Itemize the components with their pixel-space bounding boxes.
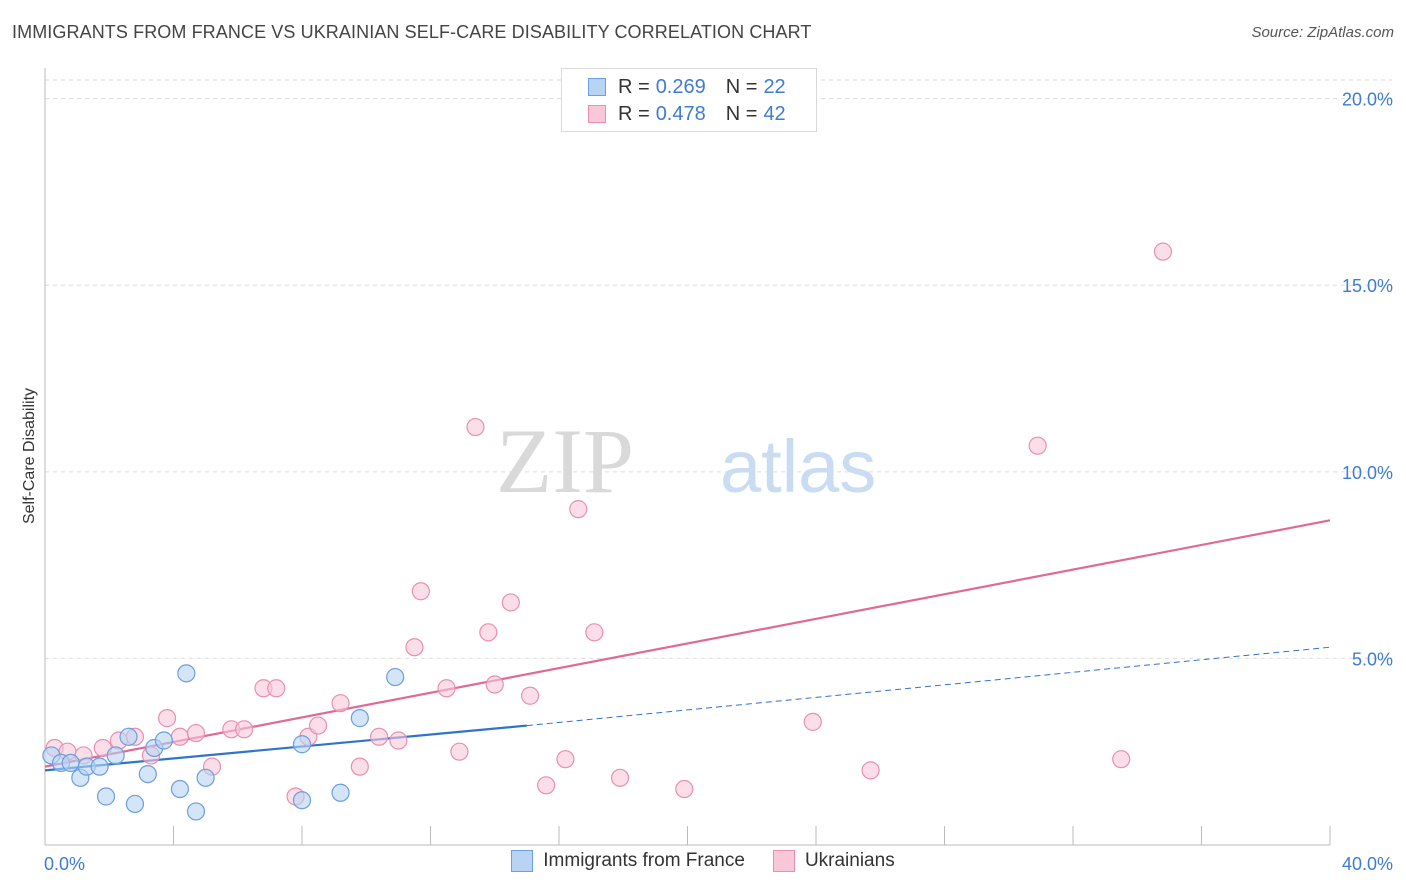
data-point-france	[350, 709, 369, 728]
data-points	[42, 242, 1173, 821]
data-point-ukrainians	[610, 768, 630, 787]
y-tick-label: 15.0%	[1342, 276, 1393, 296]
axes	[44, 68, 1331, 846]
data-point-ukrainians	[437, 679, 456, 698]
data-point-ukrainians	[235, 720, 254, 739]
x-tick-label: 0.0%	[44, 854, 85, 874]
legend-item-ukrainians: Ukrainians	[772, 850, 895, 872]
legend-r-label: R =	[618, 75, 650, 98]
data-point-ukrainians	[411, 582, 430, 601]
legend-n-value: 42	[763, 102, 786, 125]
data-point-france	[154, 731, 173, 750]
gridlines	[45, 79, 1392, 659]
y-tick-label: 5.0%	[1352, 649, 1393, 669]
data-point-france	[186, 802, 206, 821]
data-point-ukrainians	[520, 686, 540, 705]
legend-n-label: N =	[725, 102, 758, 125]
legend-swatch-ukrainians	[588, 105, 606, 123]
legend-r-label: R =	[618, 102, 650, 125]
watermark-zip: ZIP	[496, 410, 634, 512]
data-point-france	[119, 727, 138, 746]
data-point-france	[177, 664, 196, 683]
data-point-ukrainians	[1153, 242, 1173, 261]
tick-labels: 5.0% 10.0% 15.0% 20.0% 0.0% 40.0%	[44, 90, 1393, 874]
legend-label-france: Immigrants from France	[543, 850, 745, 871]
y-tick-label: 10.0%	[1342, 463, 1393, 483]
data-point-france	[125, 794, 145, 814]
data-point-ukrainians	[186, 723, 206, 743]
correlation-legend: R = 0.269 N = 22 R = 0.478 N = 42	[561, 68, 817, 132]
data-point-ukrainians	[479, 623, 498, 642]
data-point-ukrainians	[556, 750, 575, 769]
data-point-ukrainians	[803, 712, 822, 731]
data-point-ukrainians	[485, 675, 504, 694]
data-point-france	[170, 779, 190, 799]
legend-swatch-france	[511, 850, 534, 872]
data-point-ukrainians	[267, 679, 286, 698]
series-legend: Immigrants from France Ukrainians	[0, 850, 1406, 872]
data-point-ukrainians	[170, 727, 190, 746]
x-tick-label: 40.0%	[1342, 854, 1393, 874]
legend-row-ukrainians: R = 0.478 N = 42	[588, 102, 786, 126]
trend-lines	[44, 519, 1331, 772]
data-point-ukrainians	[1112, 750, 1131, 769]
watermark-atlas: atlas	[720, 425, 876, 508]
trend-line-france	[44, 724, 527, 772]
legend-n-label: N =	[725, 75, 758, 98]
data-point-france	[106, 746, 125, 765]
data-point-ukrainians	[466, 417, 485, 437]
legend-r-value: 0.269	[655, 75, 706, 98]
data-point-ukrainians	[501, 593, 520, 612]
data-point-france	[138, 764, 157, 784]
data-point-ukrainians	[405, 638, 424, 657]
data-point-ukrainians	[675, 779, 694, 799]
legend-row-france: R = 0.269 N = 22	[588, 75, 786, 99]
trend-line-ukrainians	[44, 519, 1331, 768]
data-point-ukrainians	[308, 716, 328, 735]
legend-n-value: 22	[763, 75, 786, 98]
data-point-ukrainians	[585, 623, 604, 642]
legend-swatch-ukrainians	[772, 850, 795, 872]
data-point-ukrainians	[157, 709, 177, 728]
data-point-france	[292, 735, 312, 754]
data-point-ukrainians	[350, 757, 369, 776]
data-point-france	[196, 768, 215, 787]
data-point-ukrainians	[370, 727, 389, 746]
source-credit: Source: ZipAtlas.com	[1251, 24, 1394, 41]
data-point-france	[386, 667, 405, 687]
data-point-france	[90, 757, 109, 776]
data-point-ukrainians	[331, 694, 350, 713]
data-point-ukrainians	[389, 731, 408, 750]
data-point-ukrainians	[537, 776, 556, 795]
legend-item-france: Immigrants from France	[511, 850, 745, 872]
data-point-france	[61, 753, 80, 773]
data-point-ukrainians	[1028, 436, 1047, 455]
data-point-ukrainians	[450, 742, 469, 761]
legend-swatch-france	[588, 78, 606, 96]
chart-title: IMMIGRANTS FROM FRANCE VS UKRAINIAN SELF…	[12, 22, 812, 42]
legend-label-ukrainians: Ukrainians	[804, 850, 895, 871]
data-point-france	[292, 791, 312, 810]
data-point-france	[96, 787, 116, 806]
data-point-france	[331, 783, 350, 802]
legend-r-value: 0.478	[655, 102, 706, 125]
y-tick-label: 20.0%	[1342, 90, 1393, 110]
data-point-ukrainians	[861, 761, 880, 780]
data-point-ukrainians	[569, 500, 588, 519]
trend-line-france-extension	[526, 646, 1331, 727]
